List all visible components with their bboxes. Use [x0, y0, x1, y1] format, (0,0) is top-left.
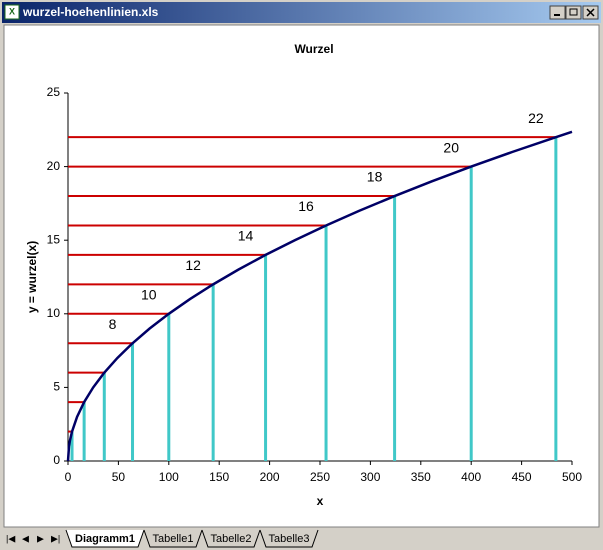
data-label: 16	[298, 198, 314, 214]
x-tick-label: 50	[112, 470, 126, 484]
window-controls[interactable]	[549, 5, 599, 20]
sheet-tab[interactable]	[259, 529, 319, 548]
x-tick-label: 100	[159, 470, 179, 484]
x-axis-label: x	[317, 494, 324, 508]
sheet-tab-label[interactable]: Tabelle3	[269, 533, 310, 545]
data-label: 10	[141, 287, 157, 303]
data-label: 20	[443, 139, 459, 155]
close-glyph	[586, 8, 595, 17]
nav-first[interactable]: |◀	[6, 533, 15, 543]
icon-glyph: X	[9, 6, 15, 16]
y-axis-label: y = wurzel(x)	[25, 241, 39, 313]
x-tick-label: 350	[411, 470, 431, 484]
chart-sheet	[3, 24, 600, 528]
data-label: 22	[528, 110, 544, 126]
data-label: 12	[185, 257, 201, 273]
y-tick-label: 20	[47, 159, 61, 173]
y-tick-label: 10	[47, 306, 61, 320]
x-tick-label: 150	[209, 470, 229, 484]
title-bar	[2, 2, 601, 23]
nav-last[interactable]: ▶|	[51, 533, 60, 543]
sheet-tab[interactable]	[201, 529, 261, 548]
tab-navigation[interactable]: |◀ ◀ ▶ ▶|	[6, 533, 60, 543]
data-label: 8	[109, 316, 117, 332]
nav-prev[interactable]: ◀	[22, 533, 29, 543]
restore-button[interactable]	[565, 5, 582, 20]
sheet-tabs: Diagramm1 Tabelle1 Tabelle2 Tabelle3	[65, 529, 319, 548]
y-tick-label: 25	[47, 85, 61, 99]
x-tick-label: 0	[65, 470, 72, 484]
x-tick-label: 450	[512, 470, 532, 484]
x-tick-label: 200	[260, 470, 280, 484]
x-tick-label: 250	[310, 470, 330, 484]
data-label: 14	[238, 228, 254, 244]
sheet-tab-label[interactable]: Tabelle1	[153, 533, 194, 545]
y-tick-label: 0	[53, 453, 60, 467]
restore-glyph	[569, 8, 578, 16]
window-title: wurzel-hoehenlinien.xls	[22, 5, 159, 19]
chart-title: Wurzel	[294, 42, 333, 56]
sheet-tab-label[interactable]: Tabelle2	[211, 533, 252, 545]
data-label: 18	[367, 169, 383, 185]
y-tick-label: 15	[47, 232, 61, 246]
x-tick-label: 500	[562, 470, 582, 484]
sheet-tab[interactable]	[143, 529, 203, 548]
app-icon	[4, 4, 20, 20]
x-tick-label: 400	[461, 470, 481, 484]
x-tick-label: 300	[360, 470, 380, 484]
y-tick-label: 5	[53, 380, 60, 394]
sheet-tab[interactable]	[65, 529, 145, 548]
curve	[66, 130, 573, 462]
nav-next[interactable]: ▶	[37, 533, 44, 543]
minimize-button[interactable]	[549, 5, 566, 20]
sheet-tab-label[interactable]: Diagramm1	[75, 533, 135, 545]
